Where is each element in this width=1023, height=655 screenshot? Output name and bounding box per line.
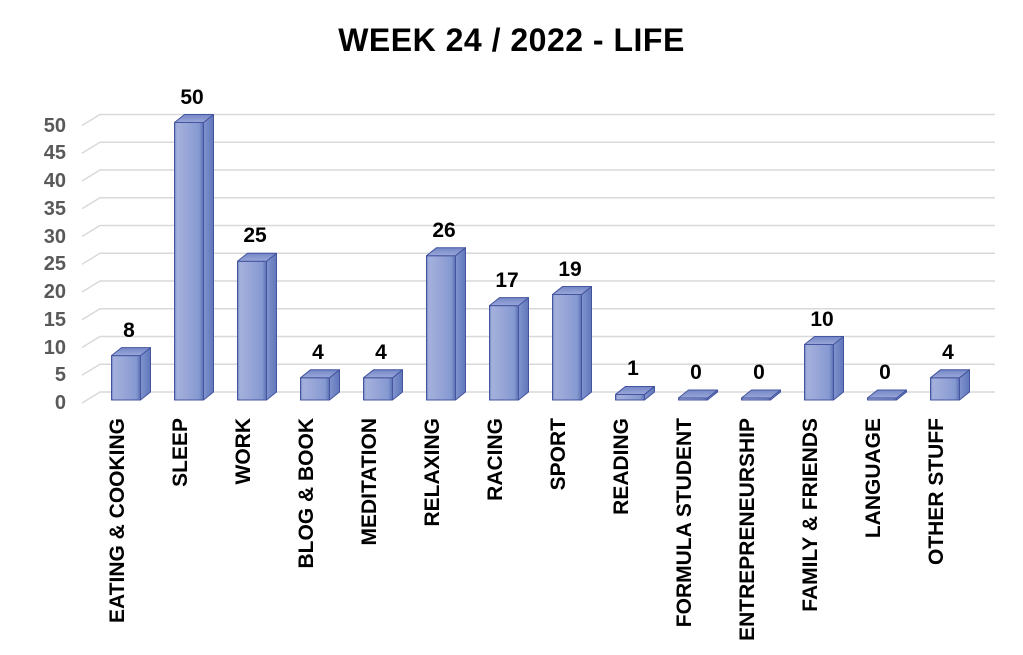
bar-top-face [426,247,466,257]
data-label: 1 [627,357,639,381]
bar-front-face [552,294,582,401]
data-label: 50 [180,85,204,109]
x-axis-category-label-text: OTHER STUFF [925,418,948,565]
bar-side-face [518,297,529,401]
bar-top-face [678,389,718,399]
data-label: 17 [495,268,519,292]
data-label: 19 [558,257,582,281]
gridline [81,335,995,349]
y-axis-tick-label: 30 [43,225,66,248]
bar-front-face [237,260,267,401]
y-axis-tick-label: 20 [43,281,66,303]
bar-front-face [111,355,141,401]
bar-front-face [174,122,204,401]
gridline [81,252,995,265]
bar-top-face [174,114,214,123]
y-axis-tick-label: 5 [54,364,66,387]
y-axis-tick-label: 25 [43,253,66,276]
bar-side-face [833,336,844,401]
data-label: 0 [879,361,891,384]
x-axis-category-label-text: ENTREPRENEURSHIP [736,418,759,641]
y-axis-tick-label: 45 [43,142,66,165]
bar-front-face [930,377,960,401]
bars [111,114,970,401]
gridline [81,169,995,182]
x-axis-category-label-text: MEDITATION [358,418,381,546]
gridline [81,391,995,404]
gridline [81,141,995,154]
y-axis-tick-label: 10 [43,336,66,359]
bar-top-face [489,297,529,307]
x-axis-category-label-text: READING [610,418,633,515]
data-label: 8 [123,318,135,342]
bar-top-face [300,369,340,379]
data-label: 0 [690,361,702,384]
bar-top-face [552,286,592,296]
gridline [81,224,995,238]
bar-top-face [741,389,781,399]
bar-front-face [363,377,393,401]
x-axis-category-label-text: LANGUAGE [862,418,885,539]
x-axis-category-label-text: RELAXING [421,418,444,527]
data-label: 10 [810,307,834,331]
bar-top-face [111,347,151,357]
x-axis-category-label-text: SLEEP [169,418,192,487]
x-axis-category-label-text: SPORT [547,418,570,491]
bar-top-face [867,389,907,399]
gridlines [81,113,995,404]
x-axis-category-label-text: EATING & COOKING [106,418,129,623]
bar-side-face [266,252,277,401]
bar-top-face [237,252,277,262]
bar-front-face [615,393,645,401]
gridline [81,113,995,127]
bar-front-face [300,377,330,401]
y-axis-tick-label: 15 [43,308,66,331]
bar-side-face [455,247,466,401]
data-label: 0 [753,361,765,384]
gridline [81,363,995,376]
gridline [81,308,995,321]
bar-top-face [363,369,403,379]
x-axis-category-label-text: RACING [484,418,507,501]
bar-top-face [615,385,655,395]
chart-title: WEEK 24 / 2022 - LIFE [338,22,685,58]
data-label: 4 [312,340,324,364]
bar-side-face [581,286,592,401]
x-axis-category-label-text: BLOG & BOOK [295,418,318,569]
bar-side-face [140,347,151,401]
x-axis-category-label-text: WORK [232,418,255,485]
data-label: 26 [432,218,456,242]
bar-front-face [489,305,519,401]
bar-front-face [426,255,456,401]
x-axis-category-label-text: FAMILY & FRIENDS [799,418,822,612]
gridline [81,280,995,293]
data-label: 25 [243,224,267,248]
bar-front-face [804,344,834,401]
x-axis-category-label-text: FORMULA STUDENT [673,418,696,628]
y-axis-tick-label: 40 [43,170,66,192]
bar-top-face [804,336,844,345]
data-label: 4 [942,340,954,364]
bar-side-face [203,114,214,401]
y-axis-tick-label: 35 [43,197,66,220]
gridline [81,197,995,210]
y-axis-tick-label: 50 [43,114,66,137]
y-axis-tick-label: 0 [54,392,66,414]
bar-top-face [930,369,970,379]
data-label: 4 [375,340,387,364]
